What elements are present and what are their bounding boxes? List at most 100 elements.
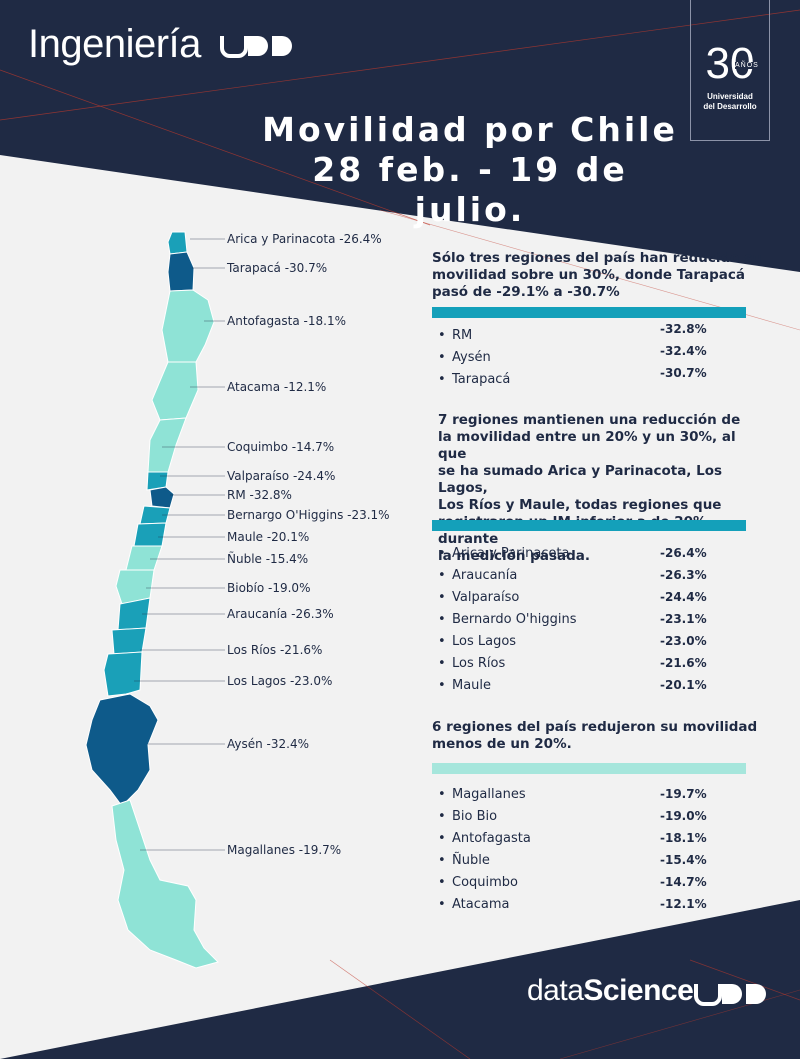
map-label-araucania: Araucanía -26.3% bbox=[227, 607, 334, 621]
group2-heading: 7 regiones mantienen una reducción de la… bbox=[438, 412, 768, 565]
map-label-loslagos: Los Lagos -23.0% bbox=[227, 674, 333, 688]
list-item-name: Antofagasta bbox=[452, 831, 531, 846]
list-item: • Magallanes bbox=[438, 787, 526, 802]
group2-heading-line: la movilidad entre un 20% y un 30%, al q… bbox=[438, 429, 736, 462]
footer-data-text: data bbox=[527, 974, 584, 1007]
footer-brand: dataScience bbox=[527, 974, 694, 1008]
region-antofagasta bbox=[161, 289, 215, 363]
title-line2: 28 feb. - 19 de julio. bbox=[312, 150, 628, 229]
region-arica bbox=[167, 231, 188, 255]
list-item-name: Magallanes bbox=[452, 787, 526, 802]
list-item-name: Ñuble bbox=[452, 853, 490, 868]
region-atacama bbox=[151, 361, 199, 421]
list-item-value: -26.4% bbox=[660, 546, 707, 560]
list-item: • Bernardo O'higgins bbox=[438, 612, 577, 627]
list-item-name: Aysén bbox=[452, 350, 491, 365]
group3-heading-line: menos de un 20%. bbox=[432, 736, 572, 752]
anniversary-name-line2: del Desarrollo bbox=[703, 102, 757, 111]
group3-heading: 6 regiones del país redujeron su movilid… bbox=[432, 719, 762, 753]
region-nuble bbox=[125, 545, 163, 571]
list-item-name: Arica y Parinacota bbox=[452, 546, 570, 561]
list-item-name: Atacama bbox=[452, 897, 510, 912]
list-item-value: -30.7% bbox=[660, 366, 707, 380]
group3-heading-line: 6 regiones del país redujeron su movilid… bbox=[432, 719, 758, 735]
list-item-value: -32.4% bbox=[660, 344, 707, 358]
list-item-value: -19.7% bbox=[660, 787, 707, 801]
anniversary-name-line1: Universidad bbox=[707, 92, 753, 101]
map-label-aysen: Aysén -32.4% bbox=[227, 737, 310, 751]
region-tarapaca bbox=[167, 251, 195, 292]
list-item: • Atacama bbox=[438, 897, 510, 912]
map-label-biobio: Biobío -19.0% bbox=[227, 581, 311, 595]
list-item-name: Tarapacá bbox=[452, 372, 511, 387]
list-item-value: -20.1% bbox=[660, 678, 707, 692]
group2-heading-line: Los Ríos y Maule, todas regiones que bbox=[438, 497, 722, 513]
page-title: Movilidad por Chile 28 feb. - 19 de juli… bbox=[250, 110, 690, 230]
list-item-value: -26.3% bbox=[660, 568, 707, 582]
map-label-nuble: Ñuble -15.4% bbox=[227, 552, 309, 566]
list-item-value: -15.4% bbox=[660, 853, 707, 867]
map-label-magallanes: Magallanes -19.7% bbox=[227, 843, 342, 857]
list-item-value: -21.6% bbox=[660, 656, 707, 670]
list-item-name: Coquimbo bbox=[452, 875, 519, 890]
list-item: • Arica y Parinacota bbox=[438, 546, 570, 561]
list-item-value: -32.8% bbox=[660, 322, 707, 336]
list-item: • Coquimbo bbox=[438, 875, 519, 890]
map-label-antofagasta: Antofagasta -18.1% bbox=[227, 314, 346, 328]
region-maule bbox=[133, 522, 167, 547]
list-item: • Antofagasta bbox=[438, 831, 531, 846]
list-item: • RM bbox=[438, 328, 473, 343]
udd-logo-icon bbox=[694, 984, 766, 1006]
group3-color-bar bbox=[432, 763, 746, 774]
map-label-coquimbo: Coquimbo -14.7% bbox=[227, 440, 335, 454]
list-item-name: Bernardo O'higgins bbox=[452, 612, 577, 627]
region-loslagos bbox=[103, 651, 143, 697]
list-item-name: RM bbox=[452, 328, 473, 343]
list-item-name: Bio Bio bbox=[452, 809, 498, 824]
group2-color-bar bbox=[432, 520, 746, 531]
region-rm bbox=[149, 486, 175, 509]
map-label-rm: RM -32.8% bbox=[227, 488, 292, 502]
list-item-value: -18.1% bbox=[660, 831, 707, 845]
group2-heading-line: la medición pasada. bbox=[438, 548, 590, 564]
list-item: • Maule bbox=[438, 678, 492, 693]
map-label-losrios: Los Ríos -21.6% bbox=[227, 643, 323, 657]
map-label-arica: Arica y Parinacota -26.4% bbox=[227, 232, 382, 246]
list-item: • Araucanía bbox=[438, 568, 518, 583]
anniversary-name: Universidad del Desarrollo bbox=[691, 92, 769, 112]
anniversary-badge: 30 AÑOS Universidad del Desarrollo bbox=[690, 0, 770, 141]
list-item-value: -14.7% bbox=[660, 875, 707, 889]
group1-heading-line: pasó de -29.1% a -30.7% bbox=[432, 284, 620, 300]
udd-logo-icon bbox=[220, 36, 292, 58]
list-item-name: Maule bbox=[452, 678, 492, 693]
list-item: • Ñuble bbox=[438, 853, 490, 868]
list-item-name: Los Lagos bbox=[452, 634, 517, 649]
brand-title: Ingeniería bbox=[28, 22, 201, 66]
list-item: • Los Ríos bbox=[438, 656, 506, 671]
group2-heading-line: 7 regiones mantienen una reducción de bbox=[438, 412, 741, 428]
group1-heading-line: Sólo tres regiones del país han reducido… bbox=[432, 250, 762, 266]
group1-color-bar bbox=[432, 307, 746, 318]
list-item-value: -24.4% bbox=[660, 590, 707, 604]
region-magallanes bbox=[111, 799, 219, 969]
map-label-tarapaca: Tarapacá -30.7% bbox=[227, 261, 328, 275]
list-item-name: Valparaíso bbox=[452, 590, 520, 605]
list-item: • Bio Bio bbox=[438, 809, 498, 824]
map-label-ohiggins: Bernargo O'Higgins -23.1% bbox=[227, 508, 390, 522]
map-label-atacama: Atacama -12.1% bbox=[227, 380, 327, 394]
list-item-value: -23.0% bbox=[660, 634, 707, 648]
region-aysen bbox=[85, 693, 159, 807]
map-label-maule: Maule -20.1% bbox=[227, 530, 310, 544]
map-label-valparaiso: Valparaíso -24.4% bbox=[227, 469, 336, 483]
list-item-value: -23.1% bbox=[660, 612, 707, 626]
footer-science-text: Science bbox=[583, 974, 694, 1007]
list-item: • Tarapacá bbox=[438, 372, 511, 387]
title-line1: Movilidad por Chile bbox=[262, 110, 678, 149]
list-item: • Los Lagos bbox=[438, 634, 517, 649]
group1-heading: Sólo tres regiones del país han reducido… bbox=[432, 250, 762, 301]
anniversary-years: AÑOS bbox=[735, 62, 759, 69]
list-item-name: Los Ríos bbox=[452, 656, 506, 671]
group1-heading-line: movilidad sobre un 30%, donde Tarapacá bbox=[432, 267, 746, 283]
list-item-value: -19.0% bbox=[660, 809, 707, 823]
